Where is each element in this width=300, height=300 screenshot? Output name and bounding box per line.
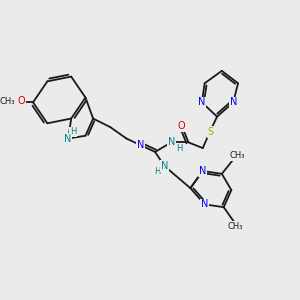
Text: N: N	[161, 161, 168, 171]
Text: N: N	[201, 199, 208, 209]
Text: N: N	[199, 166, 206, 176]
Text: O: O	[18, 96, 26, 106]
Text: H: H	[176, 144, 182, 153]
Text: CH₃: CH₃	[227, 222, 243, 231]
Text: H: H	[154, 167, 160, 176]
Text: N: N	[230, 97, 237, 107]
Text: S: S	[207, 127, 213, 137]
Text: CH₃: CH₃	[229, 151, 245, 160]
Text: N: N	[198, 97, 206, 107]
Text: CH₃: CH₃	[0, 97, 15, 106]
Text: N: N	[168, 137, 175, 147]
Text: N: N	[137, 140, 145, 150]
Text: N: N	[64, 134, 71, 144]
Text: O: O	[177, 121, 184, 131]
Text: H: H	[70, 128, 76, 136]
